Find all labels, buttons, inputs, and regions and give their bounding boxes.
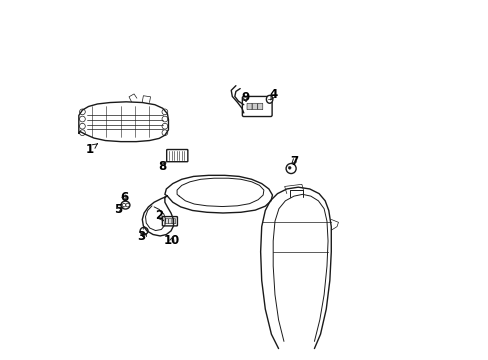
- Circle shape: [80, 123, 85, 129]
- Text: 8: 8: [158, 160, 166, 173]
- Circle shape: [285, 163, 296, 174]
- FancyBboxPatch shape: [252, 103, 257, 110]
- FancyBboxPatch shape: [246, 103, 251, 110]
- FancyBboxPatch shape: [257, 103, 262, 110]
- Circle shape: [80, 130, 85, 135]
- Circle shape: [287, 166, 290, 169]
- Text: 7: 7: [289, 155, 298, 168]
- FancyBboxPatch shape: [242, 96, 271, 117]
- FancyBboxPatch shape: [166, 149, 187, 162]
- Circle shape: [162, 116, 167, 122]
- Ellipse shape: [125, 203, 129, 207]
- Text: 4: 4: [269, 88, 278, 101]
- Ellipse shape: [140, 227, 148, 234]
- Text: 1: 1: [85, 143, 93, 156]
- Text: 9: 9: [241, 91, 249, 104]
- Ellipse shape: [121, 201, 130, 209]
- FancyBboxPatch shape: [162, 217, 177, 226]
- Circle shape: [162, 130, 167, 135]
- Circle shape: [162, 123, 167, 129]
- Circle shape: [80, 109, 85, 115]
- Text: 10: 10: [163, 234, 180, 247]
- Text: 3: 3: [137, 230, 145, 243]
- FancyBboxPatch shape: [172, 219, 175, 224]
- FancyBboxPatch shape: [168, 219, 172, 224]
- Ellipse shape: [266, 95, 272, 103]
- Ellipse shape: [122, 203, 125, 207]
- Circle shape: [162, 109, 167, 115]
- FancyBboxPatch shape: [164, 219, 168, 224]
- Circle shape: [80, 116, 85, 122]
- Text: 6: 6: [120, 191, 128, 204]
- Text: 5: 5: [114, 203, 122, 216]
- Text: 2: 2: [155, 210, 163, 222]
